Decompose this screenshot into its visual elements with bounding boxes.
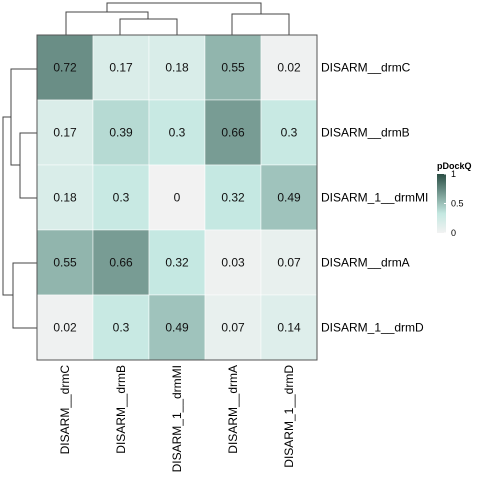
column-label: DISARM_1__drmMI xyxy=(170,365,184,472)
color-legend: pDockQ 10.50 xyxy=(437,161,472,238)
row-dendrogram xyxy=(2,68,37,329)
row-labels: DISARM__drmC DISARM__drmB DISARM_1__drmMI D… xyxy=(321,61,428,335)
heatmap-cell-r3-c1 xyxy=(92,229,150,296)
cell-value-label: 0.17 xyxy=(109,61,133,75)
cell-value-label: 0.66 xyxy=(109,256,133,270)
cell-value-label: 0.32 xyxy=(165,256,189,270)
row-label: DISARM__drmB xyxy=(321,126,410,140)
heatmap-cell-r2-c4 xyxy=(260,164,318,231)
cell-value-label: 0.07 xyxy=(277,256,301,270)
cell-value-label: 0 xyxy=(174,191,181,205)
heatmap-cells: 0.72 0.17 0.18 0.55 0.02 0.17 0.39 0.3 0.66 0.3 0.… xyxy=(36,34,318,361)
column-label: DISARM_1__drmD xyxy=(282,365,296,468)
cell-value-label: 0.3 xyxy=(281,126,298,140)
heatmap-cell-r4-c2 xyxy=(148,294,206,361)
heatmap-cell-r3-c0 xyxy=(36,229,94,296)
heatmap-cell-r0-c0 xyxy=(36,34,94,101)
cell-value-label: 0.55 xyxy=(221,61,245,75)
cell-value-label: 0.49 xyxy=(277,191,301,205)
heatmap-cell-r1-c3 xyxy=(204,99,262,166)
column-label: DISARM__drmC xyxy=(58,365,72,455)
cell-value-label: 0.03 xyxy=(221,256,245,270)
cell-value-label: 0.02 xyxy=(277,61,301,75)
heatmap-cell-r2-c2 xyxy=(148,164,206,231)
row-dendro-root xyxy=(2,116,13,296)
heatmap-cell-r0-c2 xyxy=(148,34,206,101)
row-label: DISARM_1__drmD xyxy=(321,321,424,335)
cell-value-label: 0.3 xyxy=(169,126,186,140)
heatmap-cell-r2-c1 xyxy=(92,164,150,231)
cell-value-label: 0.39 xyxy=(109,126,133,140)
heatmap-cell-r2-c3 xyxy=(204,164,262,231)
heatmap-cell-r1-c4 xyxy=(260,99,318,166)
heatmap-cell-r4-c0 xyxy=(36,294,94,361)
heatmap-cell-r0-c3 xyxy=(204,34,262,101)
legend-ticks: 10.50 xyxy=(444,169,464,238)
heatmap-cell-r1-c1 xyxy=(92,99,150,166)
heatmap-cell-r0-c4 xyxy=(260,34,318,101)
cell-value-label: 0.07 xyxy=(221,321,245,335)
cell-value-label: 0.14 xyxy=(277,321,301,335)
heatmap-cell-r3-c4 xyxy=(260,229,318,296)
row-label: DISARM__drmC xyxy=(321,61,411,75)
row-label: DISARM__drmA xyxy=(321,256,410,270)
column-label: DISARM__drmB xyxy=(114,365,128,454)
cell-value-label: 0.3 xyxy=(113,321,130,335)
heatmap-cell-r4-c1 xyxy=(92,294,150,361)
cell-value-label: 0.32 xyxy=(221,191,245,205)
cell-value-label: 0.49 xyxy=(165,321,189,335)
cell-value-label: 0.18 xyxy=(165,61,189,75)
legend-tick-label: 0.5 xyxy=(451,199,464,209)
column-dendrogram xyxy=(65,2,290,35)
legend-title: pDockQ xyxy=(437,161,472,171)
heatmap-cell-r3-c3 xyxy=(204,229,262,296)
column-labels: DISARM__drmC DISARM__drmB DISARM_1__drmMI D… xyxy=(58,365,296,473)
heatmap-border xyxy=(36,34,318,361)
column-label: DISARM__drmA xyxy=(226,365,240,454)
heatmap-cell-r1-c0 xyxy=(36,99,94,166)
cell-value-label: 0.3 xyxy=(113,191,130,205)
legend-tick-label: 1 xyxy=(451,169,456,179)
legend-color-bar xyxy=(437,174,446,233)
col-dendro-root xyxy=(106,2,262,14)
heatmap-cell-r4-c3 xyxy=(204,294,262,361)
cell-value-label: 0.02 xyxy=(53,321,77,335)
cell-value-label: 0.17 xyxy=(53,126,77,140)
heatmap-cell-r2-c0 xyxy=(36,164,94,231)
cell-value-label: 0.55 xyxy=(53,256,77,270)
heatmap-cell-r3-c2 xyxy=(148,229,206,296)
cell-value-label: 0.18 xyxy=(53,191,77,205)
row-label: DISARM_1__drmMI xyxy=(321,191,428,205)
heatmap-cell-r0-c1 xyxy=(92,34,150,101)
legend-tick-label: 0 xyxy=(451,228,456,238)
cell-value-label: 0.66 xyxy=(221,126,245,140)
cell-value-label: 0.72 xyxy=(53,61,77,75)
